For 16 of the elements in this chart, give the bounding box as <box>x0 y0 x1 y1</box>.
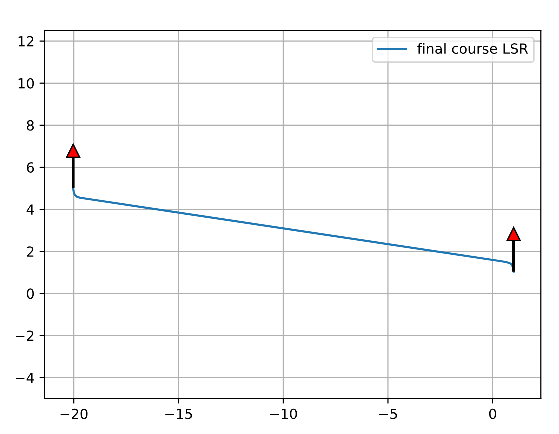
y-tick-label: 4 <box>26 204 34 215</box>
line-series <box>72 187 515 273</box>
x-tick-label: −5 <box>379 408 398 420</box>
x-tick-label: 0 <box>489 408 496 420</box>
y-tick-label: −4 <box>16 372 34 384</box>
y-tick-label: 2 <box>27 246 34 257</box>
legend-label: final course LSR <box>418 43 528 54</box>
y-tick-label: 10 <box>18 78 34 89</box>
x-tick-label: −15 <box>166 408 192 420</box>
y-tick-label: 8 <box>27 120 34 131</box>
y-tick-label: 12 <box>18 36 34 47</box>
x-tick-label: −10 <box>270 408 298 420</box>
y-tick-label: −2 <box>16 330 34 342</box>
y-tick-label: 6 <box>27 162 34 173</box>
x-tick-label: −20 <box>60 408 88 420</box>
y-tick-label: 0 <box>27 288 34 300</box>
